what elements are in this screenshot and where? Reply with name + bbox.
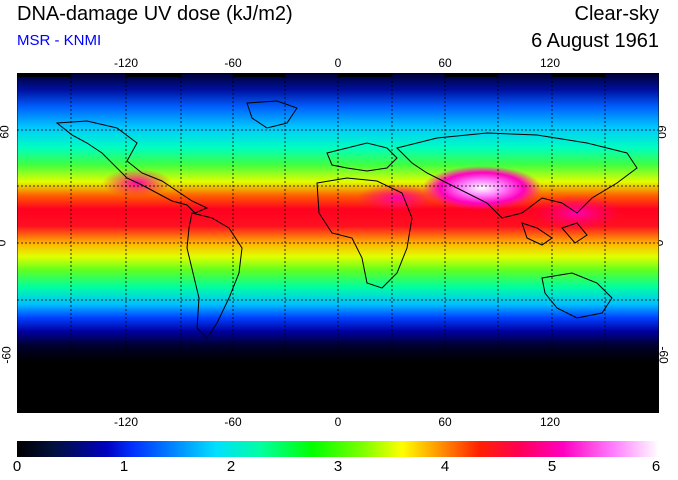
lon-label-top: -120 (113, 56, 139, 70)
lat-label-left: 0 (0, 240, 8, 247)
lon-label-bottom: 60 (438, 415, 452, 429)
lon-label-bottom: -60 (224, 415, 242, 429)
color-scale-bar (17, 441, 659, 457)
lon-label-bottom: 0 (334, 415, 342, 429)
lat-label-left: 60 (0, 125, 12, 139)
map-title: DNA-damage UV dose (kJ/m2) (17, 3, 293, 25)
colorbar-label: 5 (547, 458, 557, 475)
lon-label-top: 60 (438, 56, 452, 70)
lat-label-left: -60 (0, 346, 14, 364)
lon-label-bottom: 120 (539, 415, 561, 429)
colorbar-label: 4 (440, 458, 450, 475)
source-label: MSR - KNMI (17, 32, 102, 49)
colorbar-label: 3 (333, 458, 343, 475)
lon-label-top: -60 (224, 56, 242, 70)
lon-label-bottom: -120 (113, 415, 139, 429)
colorbar-label: 0 (12, 458, 22, 475)
lon-label-top: 120 (539, 56, 561, 70)
colorbar-label: 2 (226, 458, 236, 475)
lon-label-top: 0 (334, 56, 342, 70)
date-label: 6 August 1961 (531, 30, 659, 52)
condition-label: Clear-sky (574, 3, 659, 25)
uv-dose-map (17, 73, 659, 413)
colorbar-label: 6 (651, 458, 661, 475)
colorbar-label: 1 (119, 458, 129, 475)
